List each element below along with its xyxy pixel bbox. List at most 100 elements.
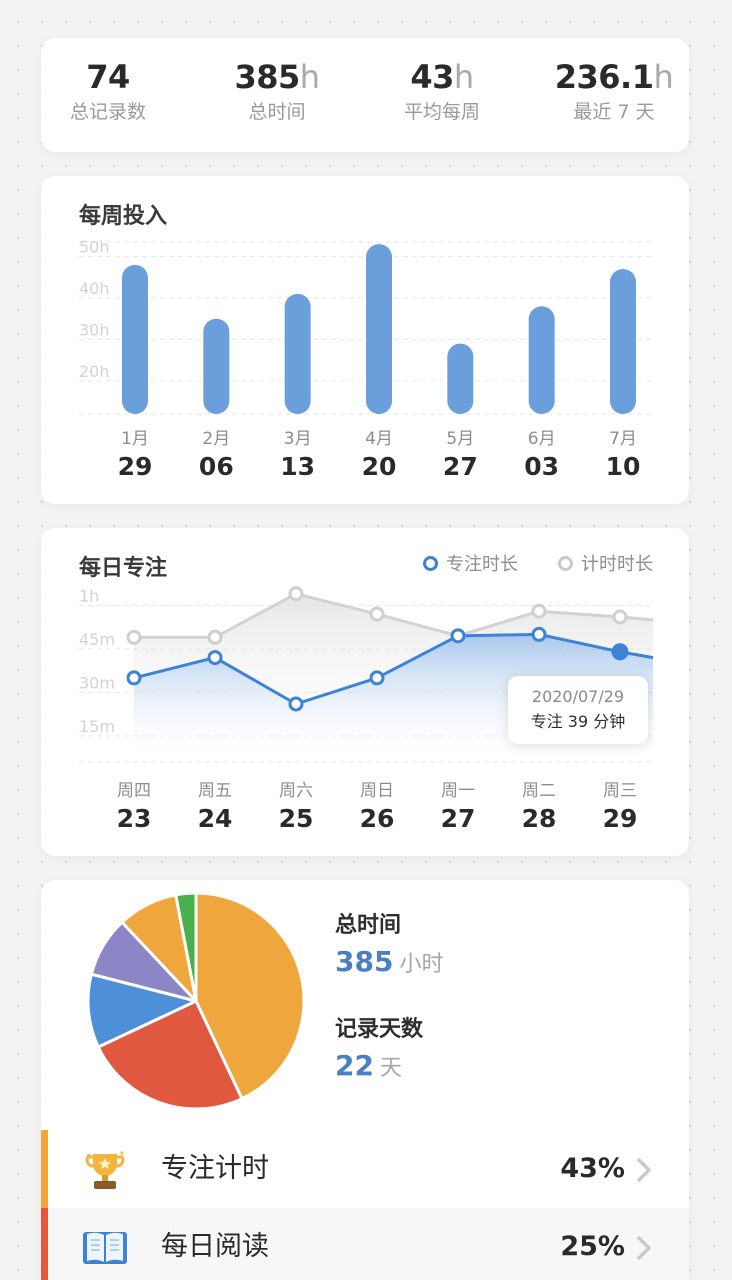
chart-tooltip: 2020/07/29 专注 39 分钟 [508,676,648,744]
category-percent: 25% [560,1231,625,1262]
bar [528,306,555,414]
chevron-right-icon [637,1158,651,1182]
x-tick-day-label: 29 [603,804,638,833]
x-tick-day-label: 27 [441,804,476,833]
category-color-stripe [41,1130,48,1208]
stat-label: 最近 7 天 [573,101,655,123]
x-tick-month-label: 2月 [202,429,230,449]
category-color-stripe [41,1208,48,1280]
bar [203,318,230,414]
pie-total-time-value: 385 小时 [335,945,444,978]
x-tick-weekday-label: 周六 [279,781,313,801]
y-tick-label: 1h [79,586,99,605]
x-tick-day-label: 27 [443,452,478,481]
bar [122,264,148,414]
x-tick-day-label: 10 [606,452,641,481]
timer-point [612,609,628,625]
x-tick-day-label: 06 [199,452,234,481]
weekly-bar-chart: 20h 30h 40h 50h 1月 29 2月 06 3月 13 4月 20 5月 27 6月 03 7月 10 [79,238,653,481]
category-row-focus-timer[interactable]: 专注计时 43% [41,1130,689,1208]
x-tick-month-label: 5月 [446,429,474,449]
stat-weekly-average: 43h 平均每周 [362,58,522,124]
y-tick-label: 50h [79,238,110,257]
bar [610,269,636,414]
x-tick-month-label: 7月 [609,429,637,449]
stat-value: 74 [86,58,130,96]
focus-line [133,632,654,706]
stat-last-7-days: 236.1h 最近 7 天 [534,58,694,124]
y-tick-label: 30h [79,320,110,339]
x-tick-day-label: 03 [524,452,559,481]
bar [447,343,474,414]
y-tick-label: 30m [79,673,115,692]
category-breakdown-card: 总时间 385 小时 记录天数 22 天 专注计时 43% [41,880,689,1280]
trophy-icon [85,1151,125,1189]
pie-record-days-label: 记录天数 [335,1017,424,1042]
y-tick-label: 20h [79,362,110,381]
category-name: 每日阅读 [161,1231,269,1262]
bar [284,293,311,414]
pie-slice [194,891,306,1101]
x-tick-day-label: 28 [522,804,557,833]
tooltip-text: 专注 39 分钟 [530,712,626,731]
x-tick-month-label: 1月 [121,429,149,449]
legend-focus-duration[interactable]: 专注时长 [423,550,518,576]
x-tick-month-label: 6月 [528,429,556,449]
tooltip-date: 2020/07/29 [531,687,625,706]
focus-point [531,626,547,642]
chevron-right-icon [637,1236,651,1260]
y-tick-label: 15m [79,717,115,736]
x-tick-month-label: 4月 [365,429,393,449]
book-icon [83,1232,127,1264]
focus-point [450,628,466,644]
focus-point [207,650,223,666]
x-tick-day-label: 29 [118,452,153,481]
weekly-chart-title: 每周投入 [79,204,168,229]
focus-point [369,670,385,686]
stat-value: 236.1h [554,58,674,96]
pie-total-time: 总时间 385 小时 [335,912,443,983]
x-tick-day-label: 13 [280,452,315,481]
stat-value: 385h [234,58,320,96]
focus-point [126,670,142,686]
pie-slice [96,999,244,1111]
category-name: 专注计时 [161,1153,269,1184]
daily-chart-title: 每日专注 [79,556,168,581]
stat-label: 总记录数 [69,101,146,123]
x-tick-weekday-label: 周二 [522,781,556,801]
weekly-investment-card: 每周投入 20h 30h 40h 50h 1月 29 2月 06 3月 13 4月 20 5月 27 6月 0… [41,176,689,504]
legend-timer-label: 计时时长 [581,554,653,575]
category-row-daily-reading[interactable]: 每日阅读 25% [41,1208,689,1280]
x-tick-weekday-label: 周四 [117,781,151,801]
pie-record-days-value: 22 天 [335,1049,402,1082]
focus-point [288,696,304,712]
x-tick-weekday-label: 周五 [198,781,232,801]
x-tick-weekday-label: 周一 [441,781,475,801]
bar [366,244,392,414]
x-tick-month-label: 3月 [284,429,312,449]
focus-point-selected [611,643,629,661]
x-tick-day-label: 26 [360,804,395,833]
timer-point [288,586,304,602]
stat-value: 43h [410,58,474,96]
x-tick-day-label: 25 [279,804,314,833]
stat-label: 平均每周 [403,101,480,123]
legend-focus-label: 专注时长 [446,554,518,575]
x-tick-day-label: 24 [198,804,233,833]
daily-focus-card: 每日专注 专注时长 计时时长 15m 30m 45m 1h 周四 23 周五 24 周六 25 周日… [41,528,689,856]
category-pie-chart [86,891,306,1111]
stat-total-records: 74 总记录数 [28,58,188,124]
y-tick-label: 45m [79,630,115,649]
timer-point [531,603,547,619]
category-percent: 43% [560,1153,625,1184]
legend-timer-duration[interactable]: 计时时长 [558,550,653,576]
pie-record-days: 记录天数 22 天 [335,1016,423,1087]
x-tick-weekday-label: 周三 [603,781,637,801]
legend-timer-dot-icon [558,555,573,571]
stat-label: 总时间 [248,101,306,123]
x-tick-day-label: 20 [362,452,397,481]
timer-point [369,606,385,622]
timer-line [134,592,654,639]
x-tick-weekday-label: 周日 [360,781,394,801]
legend-focus-dot-icon [423,555,438,571]
